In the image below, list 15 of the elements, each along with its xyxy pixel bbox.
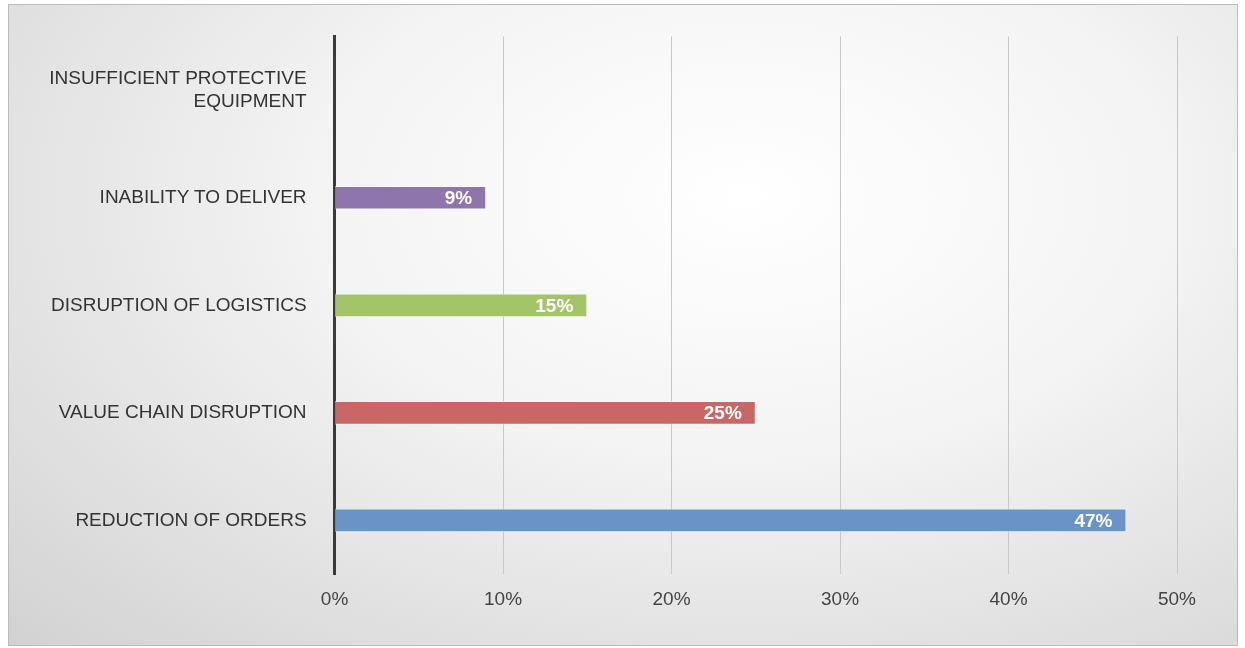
y-tick-label: REDUCTION OF ORDERS [75, 508, 307, 530]
data-label: 25% [703, 402, 742, 424]
y-tick-label: INSUFFICIENT PROTECTIVE EQUIPMENT [49, 67, 307, 111]
x-tick-label: 0% [320, 587, 349, 609]
y-tick-label: VALUE CHAIN DISRUPTION [58, 401, 307, 423]
x-tick-label: 30% [821, 587, 860, 609]
x-tick-label: 10% [484, 587, 523, 609]
data-label: 15% [535, 294, 574, 316]
x-tick-label: 40% [989, 587, 1028, 609]
x-tick-label: 50% [1157, 587, 1197, 609]
x-tick-label: 20% [652, 587, 691, 609]
y-tick-label: DISRUPTION OF LOGISTICS [51, 293, 307, 315]
y-tick-label: INABILITY TO DELIVER [99, 185, 307, 207]
data-label: 47% [1074, 509, 1113, 531]
data-label: 9% [444, 186, 473, 208]
